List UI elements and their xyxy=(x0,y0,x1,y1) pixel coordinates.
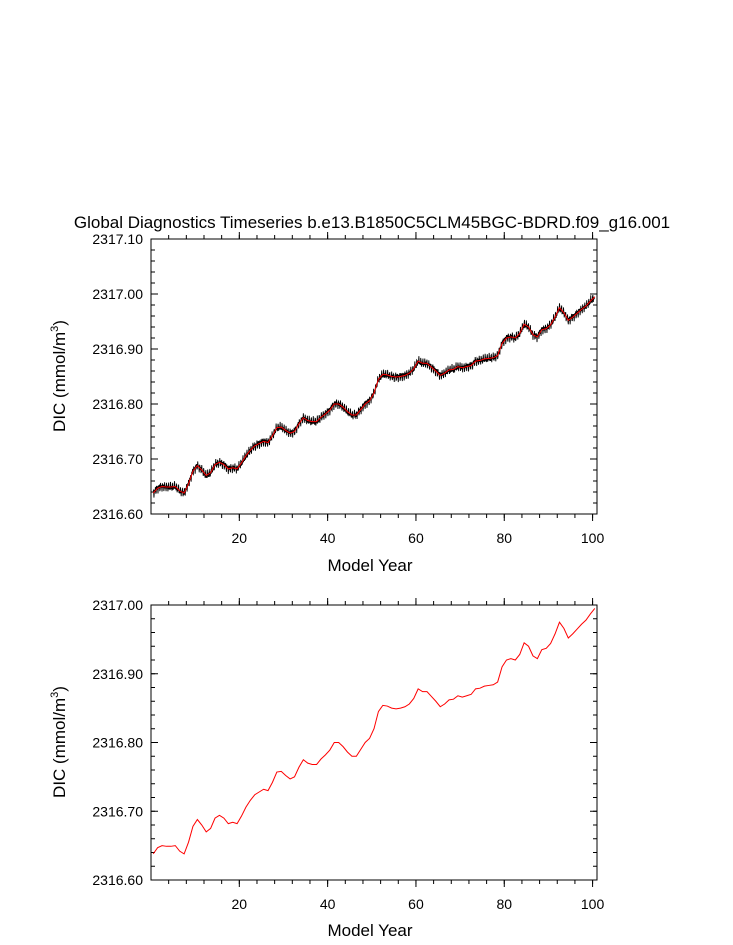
monthly-y-tick-label: 2316.60 xyxy=(92,506,143,522)
monthly-x-tick-label: 80 xyxy=(496,530,512,546)
chart-title: Global Diagnostics Timeseries b.e13.B185… xyxy=(74,213,670,232)
annual-axis-ticks xyxy=(151,598,597,887)
annual-x-axis-title: Model Year xyxy=(327,921,412,940)
monthly-series-line xyxy=(152,295,595,498)
monthly-x-tick-labels: 20 40 60 80 100 xyxy=(232,530,605,546)
monthly-x-tick-label: 60 xyxy=(408,530,424,546)
monthly-series-lines xyxy=(152,295,596,498)
annual-y-tick-label: 2316.90 xyxy=(92,666,143,682)
annual-x-tick-label: 40 xyxy=(320,896,336,912)
monthly-chart-panel: 2316.60 2316.70 2316.80 2316.90 2317.00 2317.… xyxy=(49,231,604,575)
annual-x-tick-label: 20 xyxy=(232,896,248,912)
annual-y-axis-title-main: DIC (mmol/m xyxy=(50,698,69,798)
annual-y-axis-title-superscript: 3 xyxy=(49,692,61,698)
monthly-annual-mean-line xyxy=(152,296,596,494)
annual-y-tick-label: 2317.00 xyxy=(92,597,143,613)
monthly-y-tick-labels: 2316.60 2316.70 2316.80 2316.90 2317.00 2317.… xyxy=(92,231,143,522)
annual-x-tick-labels: 20 40 60 80 100 xyxy=(232,896,605,912)
annual-annual-mean-line xyxy=(152,608,596,855)
annual-y-axis-title: DIC (mmol/m3) xyxy=(49,686,69,798)
annual-y-tick-labels: 2316.60 2316.70 2316.80 2316.90 2317.00 xyxy=(92,597,143,888)
annual-x-tick-label: 80 xyxy=(496,896,512,912)
annual-y-tick-label: 2316.60 xyxy=(92,872,143,888)
monthly-y-axis-title-superscript: 3 xyxy=(49,326,61,332)
monthly-y-tick-label: 2316.90 xyxy=(92,341,143,357)
annual-y-axis-title-close: ) xyxy=(50,686,69,692)
annual-chart-panel: 2316.60 2316.70 2316.80 2316.90 2317.00 20 40… xyxy=(49,597,604,940)
annual-plot-frame xyxy=(150,604,598,881)
monthly-x-tick-label: 40 xyxy=(320,530,336,546)
annual-x-tick-label: 100 xyxy=(581,896,605,912)
monthly-y-axis-title-main: DIC (mmol/m xyxy=(50,332,69,432)
monthly-x-tick-label: 100 xyxy=(581,530,605,546)
annual-x-tick-label: 60 xyxy=(408,896,424,912)
monthly-y-tick-label: 2317.00 xyxy=(92,286,143,302)
annual-y-tick-label: 2316.70 xyxy=(92,803,143,819)
monthly-y-axis-title-close: ) xyxy=(50,320,69,326)
monthly-x-axis-title: Model Year xyxy=(327,556,412,575)
monthly-plot-frame xyxy=(150,238,598,515)
monthly-x-tick-label: 20 xyxy=(232,530,248,546)
monthly-axis-ticks xyxy=(151,232,597,521)
monthly-y-axis-title: DIC (mmol/m3) xyxy=(49,320,69,432)
monthly-y-tick-label: 2316.80 xyxy=(92,396,143,412)
monthly-y-tick-label: 2317.10 xyxy=(92,231,143,247)
monthly-y-tick-label: 2316.70 xyxy=(92,451,143,467)
annual-series-lines xyxy=(152,608,596,855)
annual-y-tick-label: 2316.80 xyxy=(92,735,143,751)
